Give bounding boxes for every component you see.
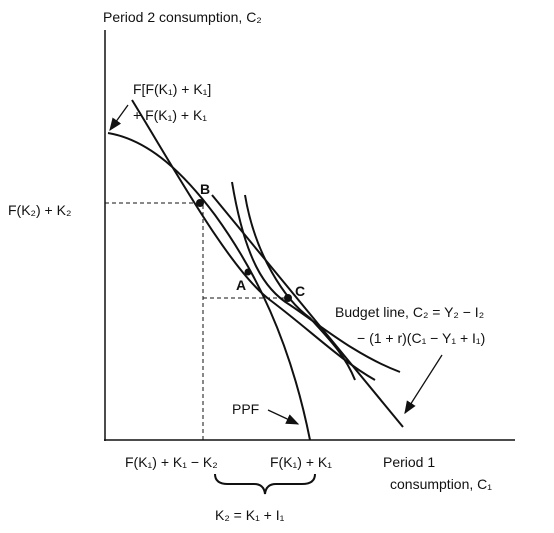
point-b (196, 199, 204, 207)
ppf-label: PPF (232, 401, 259, 417)
brace-label: K₂ = K₁ + I₁ (215, 507, 285, 523)
point-label: C (295, 283, 305, 299)
brace (214, 473, 316, 495)
arrow (267, 409, 300, 425)
curve-label: + F(K₁) + K₁ (133, 107, 207, 123)
point-label: A (236, 277, 246, 293)
arrow (404, 354, 443, 415)
x-tick-label: F(K₁) + K₁ − K₂ (125, 454, 218, 470)
ppf-curve (107, 132, 311, 441)
point-a (244, 268, 252, 276)
point-label: B (200, 181, 210, 197)
curve-label: F[F(K₁) + K₁] (133, 81, 211, 97)
arrow (109, 104, 129, 132)
y-axis-label: Period 2 consumption, C₂ (103, 9, 262, 25)
budget-label: Budget line, C₂ = Y₂ − I₂ (335, 304, 484, 320)
indifference-curve (131, 99, 376, 381)
indifference-curve (244, 194, 356, 381)
x-axis-label: consumption, C₁ (390, 476, 492, 492)
y-tick-label: F(K₂) + K₂ (8, 202, 71, 218)
indifference-curve (231, 181, 401, 373)
budget-label: − (1 + r)(C₁ − Y₁ + I₁) (357, 330, 485, 346)
point-c (284, 294, 292, 302)
x-tick-label: F(K₁) + K₁ (270, 454, 332, 470)
x-axis-label: Period 1 (383, 454, 435, 470)
guide-lines (105, 202, 287, 440)
budget-line (211, 194, 404, 428)
